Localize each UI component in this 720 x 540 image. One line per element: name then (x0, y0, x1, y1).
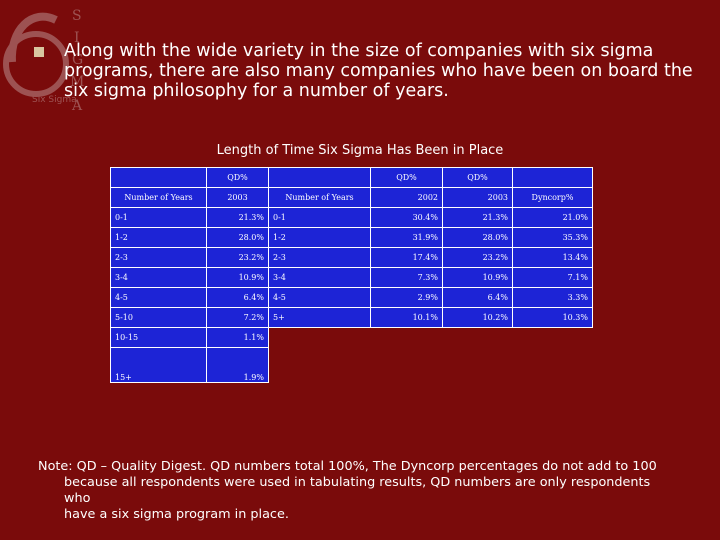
six-sigma-duration-table: QD% QD% QD% Number of Years 2003 Number … (110, 167, 593, 383)
table-row: 15+ 1.9% (110, 347, 593, 383)
table-cell: 1.1% (206, 327, 269, 348)
empty-cell (513, 348, 593, 383)
table-cell: 4-5 (110, 287, 207, 308)
table-cell: 2.9% (370, 287, 443, 308)
table-cell: 35.3% (512, 227, 593, 248)
table-cell: 17.4% (370, 247, 443, 268)
logo-letter: A (71, 98, 83, 114)
empty-cell (443, 348, 513, 383)
table-cell: 13.4% (512, 247, 593, 268)
header-cell (268, 167, 371, 188)
header-cell (512, 167, 593, 188)
logo-letter: G (72, 52, 83, 68)
table-cell: 2-3 (110, 247, 207, 268)
table-cell: 30.4% (370, 207, 443, 228)
header-cell: Dyncorp% (512, 187, 593, 208)
table-header-row: QD% QD% QD% (110, 167, 593, 188)
table-cell: 10.9% (206, 267, 269, 288)
table-row: 5-10 7.2% 5+ 10.1% 10.2% 10.3% (110, 307, 593, 328)
table-cell: 28.0% (442, 227, 513, 248)
table-row: 1-2 28.0% 1-2 31.9% 28.0% 35.3% (110, 227, 593, 248)
header-cell: 2002 (370, 187, 443, 208)
table-title: Length of Time Six Sigma Has Been in Pla… (216, 143, 504, 158)
table-cell: 0-1 (268, 207, 371, 228)
empty-cell (371, 348, 443, 383)
six-sigma-logo: S I G M A Six Sigma (3, 8, 84, 114)
table-cell: 23.2% (206, 247, 269, 268)
header-cell: Number of Years (110, 187, 207, 208)
table-cell: 10.1% (370, 307, 443, 328)
empty-cell (443, 328, 513, 348)
bullet-text: Along with the wide variety in the size … (64, 41, 693, 101)
table-row: 3-4 10.9% 3-4 7.3% 10.9% 7.1% (110, 267, 593, 288)
table-cell: 7.3% (370, 267, 443, 288)
empty-cell (371, 328, 443, 348)
header-cell: QD% (370, 167, 443, 188)
table-cell: 3.3% (512, 287, 593, 308)
table-row: 10-15 1.1% (110, 327, 593, 348)
table-cell: 1-2 (268, 227, 371, 248)
table-cell: 4-5 (268, 287, 371, 308)
header-cell: 2003 (206, 187, 269, 208)
table-cell: 7.1% (512, 267, 593, 288)
table-cell: 28.0% (206, 227, 269, 248)
table-cell: 31.9% (370, 227, 443, 248)
table-cell: 10.3% (512, 307, 593, 328)
footnote-line: because all respondents were used in tab… (64, 475, 651, 506)
table-cell: 10-15 (110, 327, 207, 348)
table-cell: 10.2% (442, 307, 513, 328)
header-cell: 2003 (442, 187, 513, 208)
table-cell: 5-10 (110, 307, 207, 328)
table-cell: 2-3 (268, 247, 371, 268)
header-cell: QD% (442, 167, 513, 188)
header-cell: QD% (206, 167, 269, 188)
header-cell (110, 167, 207, 188)
table-row: 2-3 23.2% 2-3 17.4% 23.2% 13.4% (110, 247, 593, 268)
table-cell: 21.3% (206, 207, 269, 228)
table-cell: 15+ (110, 347, 207, 383)
table-cell: 3-4 (110, 267, 207, 288)
table-cell: 1-2 (110, 227, 207, 248)
logo-letter: S (72, 8, 82, 24)
logo-letter: M (70, 74, 84, 90)
footnote-line: Note: QD – Quality Digest. QD numbers to… (38, 459, 657, 474)
table-row: 0-1 21.3% 0-1 30.4% 21.3% 21.0% (110, 207, 593, 228)
footnote: Note: QD – Quality Digest. QD numbers to… (38, 459, 678, 523)
logo-label: Six Sigma (32, 95, 77, 105)
logo-letter: I (74, 30, 80, 46)
table-header-row: Number of Years 2003 Number of Years 200… (110, 187, 593, 208)
table-cell: 7.2% (206, 307, 269, 328)
empty-cell (269, 348, 371, 383)
table-cell: 6.4% (442, 287, 513, 308)
table-cell: 10.9% (442, 267, 513, 288)
table-cell: 6.4% (206, 287, 269, 308)
table-cell: 5+ (268, 307, 371, 328)
table-cell: 23.2% (442, 247, 513, 268)
table-row: 4-5 6.4% 4-5 2.9% 6.4% 3.3% (110, 287, 593, 308)
table-cell: 21.0% (512, 207, 593, 228)
table-cell: 21.3% (442, 207, 513, 228)
table-cell: 1.9% (206, 347, 269, 383)
bullet-square-icon (34, 47, 44, 57)
table-cell: 0-1 (110, 207, 207, 228)
table-cell: 3-4 (268, 267, 371, 288)
footnote-line: have a six sigma program in place. (64, 507, 289, 522)
empty-cell (513, 328, 593, 348)
empty-cell (269, 328, 371, 348)
header-cell: Number of Years (268, 187, 371, 208)
bullet-paragraph: Along with the wide variety in the size … (34, 41, 704, 101)
